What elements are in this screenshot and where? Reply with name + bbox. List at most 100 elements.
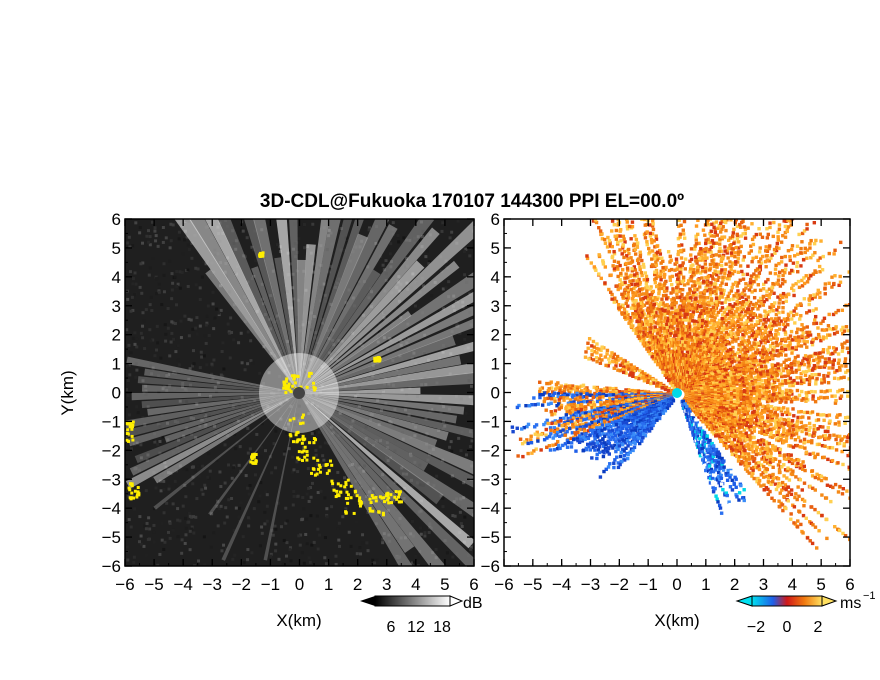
velocity-cell bbox=[734, 423, 738, 428]
noise-cell bbox=[323, 536, 327, 540]
velocity-cell bbox=[758, 366, 762, 371]
velocity-cell bbox=[838, 484, 842, 489]
noise-cell bbox=[393, 449, 397, 453]
velocity-cell bbox=[767, 355, 771, 360]
noise-cell bbox=[413, 304, 417, 308]
noise-cell bbox=[463, 475, 467, 479]
velocity-cell bbox=[713, 410, 718, 414]
noise-cell bbox=[373, 561, 377, 565]
velocity-cell bbox=[792, 459, 796, 463]
velocity-cell bbox=[830, 446, 835, 450]
noise-cell bbox=[218, 470, 222, 474]
noise-cell bbox=[250, 551, 254, 555]
noise-cell bbox=[234, 506, 238, 510]
velocity-cell bbox=[787, 444, 791, 448]
noise-cell bbox=[216, 524, 220, 528]
velocity-cell bbox=[738, 354, 742, 359]
velocity-cell bbox=[749, 318, 753, 322]
noise-cell bbox=[247, 492, 251, 496]
velocity-cell bbox=[805, 248, 810, 252]
velocity-cell bbox=[788, 340, 792, 345]
velocity-cell bbox=[783, 344, 787, 348]
echo-cell bbox=[328, 459, 332, 463]
velocity-cell bbox=[759, 372, 763, 376]
velocity-cell bbox=[844, 370, 848, 375]
velocity-cell bbox=[736, 445, 740, 450]
velocity-cell bbox=[713, 400, 718, 404]
velocity-cell bbox=[719, 388, 724, 393]
velocity-cell bbox=[724, 442, 728, 447]
velocity-cell bbox=[721, 407, 725, 412]
reflectivity-ray bbox=[299, 219, 435, 393]
noise-cell bbox=[176, 438, 180, 442]
velocity-cell bbox=[751, 403, 756, 407]
velocity-cell bbox=[821, 319, 825, 323]
noise-cell bbox=[391, 320, 395, 324]
noise-cell bbox=[469, 545, 473, 549]
velocity-cell bbox=[718, 346, 722, 350]
velocity-cell bbox=[837, 528, 842, 533]
velocity-cell bbox=[768, 462, 772, 467]
velocity-cell bbox=[858, 503, 861, 506]
echo-cell bbox=[393, 495, 397, 499]
velocity-cell bbox=[791, 407, 795, 411]
velocity-cell bbox=[722, 366, 726, 370]
velocity-cell bbox=[746, 299, 751, 303]
velocity-cell bbox=[760, 415, 765, 419]
noise-cell bbox=[139, 262, 143, 266]
echo-cell bbox=[282, 380, 286, 384]
velocity-cell bbox=[794, 345, 798, 350]
noise-cell bbox=[427, 530, 431, 534]
velocity-cell bbox=[864, 507, 867, 510]
velocity-cell bbox=[808, 484, 812, 489]
velocity-cell bbox=[722, 426, 726, 430]
velocity-cell bbox=[813, 314, 818, 319]
velocity-cell bbox=[850, 301, 853, 304]
velocity-cell bbox=[820, 381, 824, 385]
velocity-cell bbox=[802, 378, 806, 382]
velocity-cell bbox=[725, 339, 729, 344]
reflectivity-ray bbox=[129, 393, 299, 476]
noise-cell bbox=[344, 382, 348, 386]
velocity-cell bbox=[702, 371, 707, 375]
velocity-cell bbox=[805, 357, 809, 362]
velocity-cell bbox=[821, 425, 825, 429]
velocity-cell bbox=[826, 380, 831, 385]
velocity-cell bbox=[791, 423, 795, 428]
velocity-cell bbox=[753, 304, 757, 309]
velocity-cell bbox=[765, 461, 770, 465]
velocity-cell bbox=[731, 448, 735, 452]
velocity-cell bbox=[759, 473, 764, 477]
velocity-cell bbox=[773, 353, 777, 357]
noise-cell bbox=[231, 466, 235, 470]
velocity-cell bbox=[796, 354, 800, 358]
velocity-cell bbox=[749, 457, 754, 461]
noise-cell bbox=[381, 473, 385, 477]
velocity-cell bbox=[800, 327, 805, 332]
velocity-cell bbox=[825, 333, 830, 337]
noise-cell bbox=[472, 513, 474, 517]
velocity-cell bbox=[778, 459, 782, 464]
noise-cell bbox=[126, 241, 130, 245]
noise-cell bbox=[370, 290, 374, 294]
velocity-cell bbox=[755, 360, 759, 365]
velocity-cell bbox=[704, 380, 709, 385]
noise-cell bbox=[378, 439, 382, 443]
velocity-cell bbox=[799, 522, 803, 527]
velocity-cell bbox=[743, 373, 747, 378]
velocity-cell bbox=[774, 312, 779, 317]
velocity-cell bbox=[803, 468, 807, 473]
noise-cell bbox=[154, 239, 158, 243]
velocity-cell bbox=[724, 331, 729, 335]
velocity-cell bbox=[836, 461, 840, 465]
velocity-cell bbox=[798, 445, 802, 449]
velocity-cell bbox=[795, 419, 800, 423]
velocity-cell bbox=[861, 498, 864, 501]
velocity-cell bbox=[745, 394, 750, 398]
noise-cell bbox=[398, 523, 402, 527]
velocity-cell bbox=[797, 458, 801, 462]
velocity-cell bbox=[828, 419, 832, 423]
noise-cell bbox=[285, 298, 289, 302]
velocity-cell bbox=[875, 377, 878, 380]
noise-cell bbox=[259, 384, 263, 388]
